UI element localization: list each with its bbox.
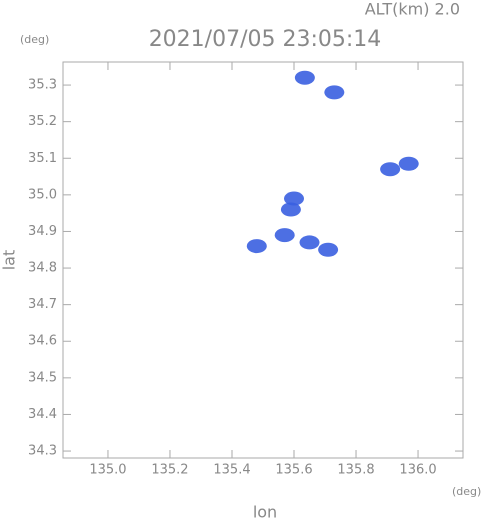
y-axis-label: lat (0, 250, 19, 271)
x-tick-label: 135.0 (89, 463, 126, 478)
echo-cell (380, 162, 401, 177)
y-tick-label: 34.6 (28, 334, 57, 349)
y-tick-label: 35.1 (28, 151, 57, 166)
y-tick-label: 34.7 (28, 297, 57, 312)
y-tick-label: 34.3 (28, 444, 57, 459)
x-tick-label: 135.2 (151, 463, 188, 478)
echo-cell (318, 242, 339, 257)
y-tick-label: 35.0 (28, 187, 57, 202)
echo-cell (246, 239, 267, 254)
echo-cell (398, 156, 419, 171)
echo-cell (324, 85, 345, 100)
y-tick-label: 35.3 (28, 78, 57, 93)
x-tick-label: 135.8 (337, 463, 374, 478)
x-unit: (deg) (452, 485, 481, 498)
y-tick-label: 34.4 (28, 407, 57, 422)
plot-frame (62, 61, 464, 459)
echo-cell (299, 235, 320, 250)
y-tick-label: 34.9 (28, 224, 57, 239)
echo-cell (280, 202, 301, 217)
x-tick-label: 135.6 (275, 463, 312, 478)
y-tick-label: 34.5 (28, 370, 57, 385)
subtitle: ALT(km) 2.0 (365, 0, 460, 19)
echo-cell (294, 70, 315, 85)
x-tick-label: 136.0 (399, 463, 436, 478)
x-tick-label: 135.4 (213, 463, 250, 478)
echo-cell (284, 191, 305, 206)
chart-title: 2021/07/05 23:05:14 (149, 27, 382, 52)
y-tick-label: 35.2 (28, 114, 57, 129)
x-axis-label: lon (253, 503, 277, 521)
echo-cell (274, 228, 295, 243)
y-unit: (deg) (20, 33, 49, 46)
y-tick-label: 34.8 (28, 261, 57, 276)
